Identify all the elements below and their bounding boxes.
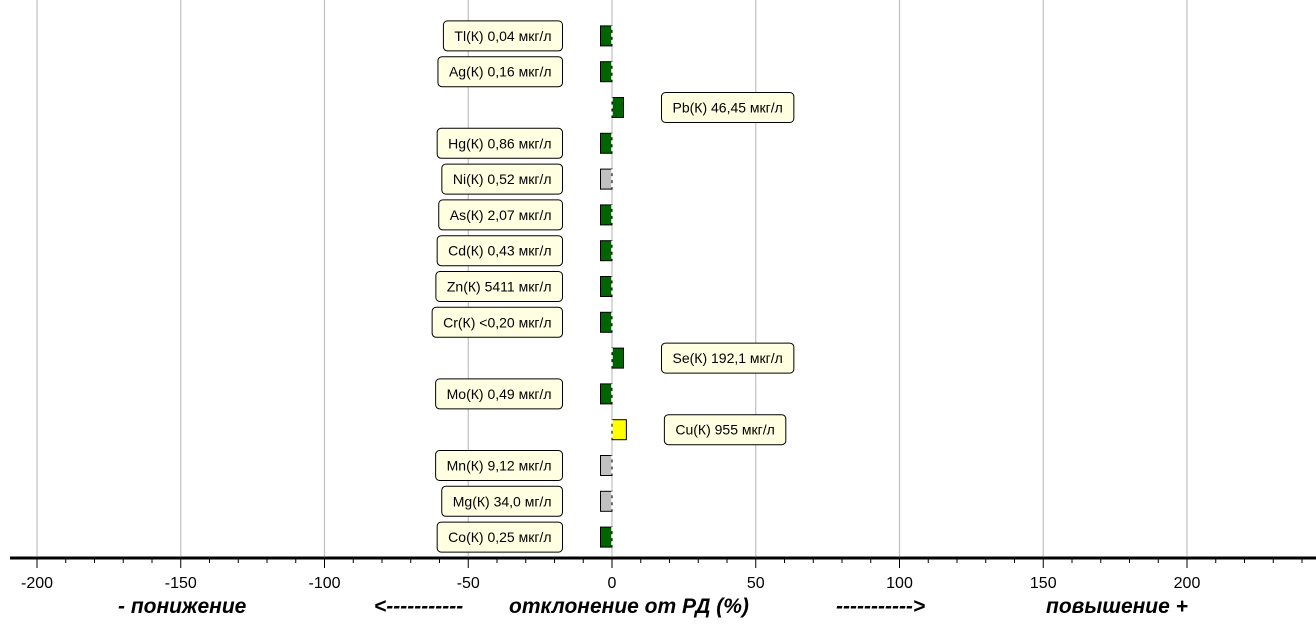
x-tick-label: -100 bbox=[308, 575, 340, 592]
axis-caption-arrow-right: -----------> bbox=[836, 595, 925, 618]
bar-label-box bbox=[438, 199, 563, 231]
bar-label-box bbox=[661, 92, 795, 123]
bar-label: Ni(К) 0,52 мкг/л bbox=[453, 171, 552, 187]
bar-label-box bbox=[436, 235, 563, 267]
bars-group bbox=[600, 25, 627, 548]
bar-label-box bbox=[661, 342, 795, 374]
bar bbox=[600, 311, 613, 333]
bar-label: Tl(К) 0,04 мкг/л bbox=[454, 28, 551, 44]
bar bbox=[600, 25, 613, 47]
bar-label-box bbox=[436, 127, 563, 159]
bar-label-box bbox=[663, 414, 787, 446]
bar-label: Cu(К) 955 мкг/л bbox=[675, 422, 774, 438]
bar bbox=[600, 204, 613, 226]
bar-label: Cd(К) 0,43 мкг/л bbox=[448, 243, 551, 259]
bar-label-box bbox=[435, 378, 563, 410]
bar bbox=[600, 383, 613, 405]
bar-label-box bbox=[442, 20, 563, 52]
x-tick-label: 0 bbox=[608, 575, 617, 592]
axis-caption-right: повышение + bbox=[1046, 595, 1188, 618]
bar bbox=[600, 276, 613, 297]
bar-label: Hg(К) 0,86 мкг/л bbox=[448, 135, 551, 151]
axis-caption-left: - понижение bbox=[118, 595, 247, 618]
labels-group: Tl(К) 0,04 мкг/л Ag(К) 0,16 мкг/л Pb(К) 46… bbox=[431, 20, 795, 553]
bar-label: As(К) 2,07 мкг/л bbox=[450, 207, 552, 223]
x-axis-ticks: -200 -150 -100 -50 0 50 100 150 200 bbox=[21, 558, 1303, 592]
bar-label: Cr(К) <0,20 мкг/л bbox=[443, 314, 551, 330]
x-tick-label: 200 bbox=[1174, 575, 1201, 592]
x-tick-label: -50 bbox=[457, 575, 480, 592]
bar-label: Se(К) 192,1 мкг/л bbox=[673, 350, 783, 366]
bar bbox=[600, 240, 613, 262]
bar-label: Zn(К) 5411 мкг/л bbox=[447, 279, 552, 295]
bar-label: Mg(К) 34,0 мг/л bbox=[453, 493, 552, 509]
bar-label: Ag(К) 0,16 мкг/л bbox=[449, 64, 552, 80]
bar bbox=[600, 526, 613, 548]
bar-label-box bbox=[441, 485, 563, 517]
bar-label-box bbox=[435, 450, 563, 481]
bar bbox=[600, 490, 613, 512]
axis-caption-center: отклонение от РД (%) bbox=[509, 595, 749, 618]
bar-label-box bbox=[441, 163, 563, 195]
x-tick-label: -200 bbox=[21, 575, 53, 592]
bar-label-box bbox=[436, 521, 563, 553]
bar-label: Mo(К) 0,49 мкг/л bbox=[447, 386, 552, 402]
x-tick-label: -150 bbox=[165, 575, 197, 592]
bar-label-box bbox=[431, 306, 563, 338]
x-tick-label: 50 bbox=[747, 575, 765, 592]
bar-label-box bbox=[435, 271, 563, 302]
x-tick-label: 100 bbox=[886, 575, 913, 592]
bar bbox=[600, 132, 613, 154]
bar bbox=[611, 97, 624, 118]
bar-label-box bbox=[437, 56, 563, 88]
bar bbox=[600, 168, 613, 190]
bar-label: Mn(К) 9,12 мкг/л bbox=[447, 458, 552, 474]
axis-caption-arrow-left: <----------- bbox=[374, 595, 463, 618]
bar bbox=[611, 419, 627, 441]
bar bbox=[611, 347, 624, 369]
bar-label: Co(К) 0,25 мкг/л bbox=[448, 529, 551, 545]
bar bbox=[600, 61, 613, 83]
bar-label: Pb(К) 46,45 мкг/л bbox=[673, 100, 783, 116]
bar bbox=[600, 455, 613, 476]
x-tick-label: 150 bbox=[1030, 575, 1057, 592]
